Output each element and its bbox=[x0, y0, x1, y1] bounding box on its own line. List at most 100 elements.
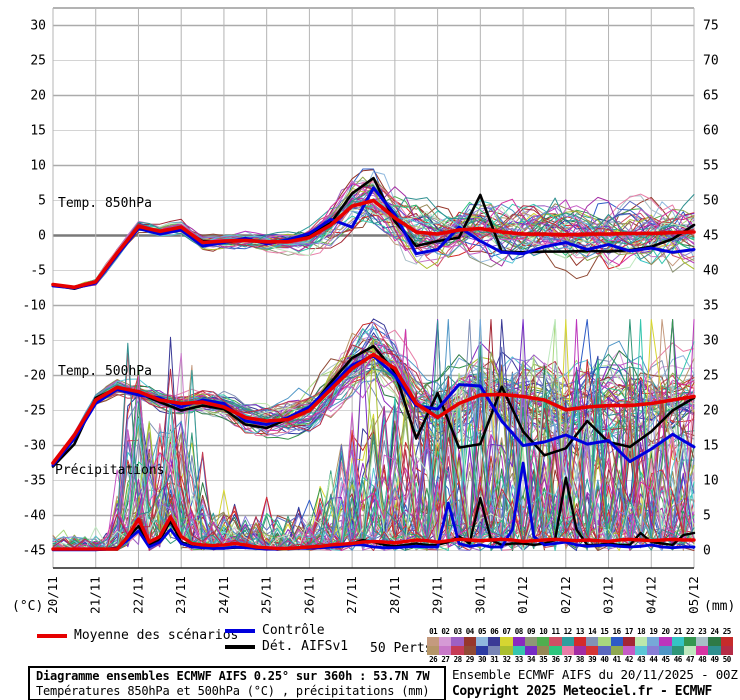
panel-label-850: Temp. 850hPa bbox=[58, 196, 152, 211]
member-number: 07 bbox=[502, 627, 512, 636]
member-number: 34 bbox=[526, 655, 536, 664]
member-number: 45 bbox=[661, 655, 671, 664]
member-color-swatch bbox=[671, 637, 684, 646]
y-left-tick-label: 15 bbox=[30, 124, 46, 139]
legend-det-label: Dét. AIFSv1 bbox=[262, 639, 349, 654]
member-color-swatch bbox=[598, 637, 611, 646]
x-date-label: 01/12 bbox=[515, 576, 530, 614]
y-right-tick-label: 10 bbox=[703, 474, 719, 489]
member-color-swatch bbox=[549, 637, 562, 646]
member-number: 17 bbox=[624, 627, 634, 636]
ensemble-member-line bbox=[52, 350, 695, 551]
member-color-swatch bbox=[500, 646, 513, 655]
member-number: 25 bbox=[722, 627, 732, 636]
member-number: 31 bbox=[490, 655, 499, 664]
member-color-swatch bbox=[549, 646, 562, 655]
y-left-tick-label: -45 bbox=[23, 544, 46, 559]
control-line bbox=[51, 186, 696, 290]
member-color-swatch bbox=[659, 637, 672, 646]
y-right-tick-label: 40 bbox=[703, 264, 719, 279]
member-number: 18 bbox=[637, 627, 646, 636]
member-color-swatch bbox=[451, 646, 464, 655]
ensemble-member-line bbox=[52, 320, 695, 551]
footer-subtitle: Températures 850hPa et 500hPa (°C) , pré… bbox=[36, 684, 430, 698]
x-date-label: 22/11 bbox=[130, 576, 145, 614]
member-number: 32 bbox=[502, 655, 512, 664]
member-color-swatch bbox=[720, 646, 733, 655]
legend-mean-line bbox=[37, 634, 67, 638]
member-number: 29 bbox=[465, 655, 475, 664]
y-right-tick-label: 20 bbox=[703, 404, 719, 419]
member-color-swatch bbox=[622, 646, 635, 655]
member-number: 26 bbox=[429, 655, 438, 664]
ensemble-member-line bbox=[52, 374, 695, 551]
member-number: 23 bbox=[698, 627, 707, 636]
member-number: 20 bbox=[661, 627, 671, 636]
control-line bbox=[51, 461, 696, 552]
y-left-tick-label: 10 bbox=[30, 159, 46, 174]
x-date-label: 20/11 bbox=[45, 576, 60, 614]
x-date-label: 25/11 bbox=[259, 576, 274, 614]
member-number: 14 bbox=[588, 627, 597, 636]
ensemble-member-line bbox=[52, 195, 695, 288]
ensemble-member-line bbox=[52, 319, 695, 550]
member-color-swatch bbox=[708, 637, 721, 646]
y-right-tick-label: 0 bbox=[703, 544, 711, 559]
member-number: 11 bbox=[551, 627, 560, 636]
member-color-swatch bbox=[475, 637, 489, 646]
member-color-swatch bbox=[622, 637, 635, 646]
member-number: 41 bbox=[612, 655, 622, 664]
y-left-tick-label: 25 bbox=[30, 54, 46, 69]
member-color-swatch bbox=[598, 646, 611, 655]
member-number: 27 bbox=[441, 655, 450, 664]
member-swatch-row-top bbox=[427, 637, 733, 646]
member-color-swatch bbox=[439, 646, 452, 655]
member-number: 04 bbox=[465, 627, 475, 636]
member-number: 22 bbox=[686, 627, 695, 636]
member-color-swatch bbox=[427, 637, 440, 646]
member-number: 24 bbox=[710, 627, 719, 636]
member-number: 35 bbox=[539, 655, 548, 664]
member-number: 30 bbox=[478, 655, 487, 664]
member-color-swatch bbox=[439, 637, 452, 646]
member-number: 48 bbox=[698, 655, 707, 664]
member-color-swatch bbox=[463, 646, 476, 655]
member-color-swatch bbox=[610, 637, 623, 646]
member-number: 49 bbox=[710, 655, 719, 664]
member-number: 01 bbox=[429, 627, 438, 636]
member-number: 36 bbox=[551, 655, 560, 664]
footer-title: Diagramme ensembles ECMWF AIFS 0.25° sur… bbox=[36, 669, 430, 683]
member-number: 38 bbox=[575, 655, 585, 664]
x-date-label: 26/11 bbox=[301, 576, 316, 614]
y-right-tick-label: 55 bbox=[703, 159, 719, 174]
member-number: 33 bbox=[514, 655, 524, 664]
member-number: 12 bbox=[563, 627, 573, 636]
member-number: 44 bbox=[649, 655, 658, 664]
y-left-tick-label: -40 bbox=[23, 509, 46, 524]
member-number: 39 bbox=[588, 655, 597, 664]
legend-mean-label: Moyenne des scénarios bbox=[74, 628, 239, 643]
member-color-swatch bbox=[683, 646, 697, 655]
member-color-swatch bbox=[720, 637, 733, 646]
ensemble-member-line bbox=[52, 319, 695, 551]
member-color-swatch bbox=[512, 637, 525, 646]
ensemble-member-line bbox=[52, 194, 695, 288]
ensemble-member-line bbox=[52, 344, 695, 464]
member-color-swatch bbox=[561, 637, 574, 646]
member-color-swatch bbox=[561, 646, 574, 655]
member-number: 47 bbox=[686, 655, 695, 664]
footer-copyright: Copyright 2025 Meteociel.fr - ECMWF bbox=[452, 684, 712, 699]
ensemble-member-line bbox=[52, 328, 695, 551]
legend-det-line bbox=[225, 645, 255, 649]
y-left-tick-label: -30 bbox=[23, 439, 46, 454]
member-number: 06 bbox=[490, 627, 499, 636]
member-color-swatch bbox=[634, 637, 648, 646]
y-right-tick-label: 35 bbox=[703, 299, 719, 314]
member-number: 16 bbox=[612, 627, 622, 636]
member-number: 43 bbox=[637, 655, 646, 664]
member-number: 19 bbox=[649, 627, 658, 636]
x-date-label: 28/11 bbox=[387, 576, 402, 614]
member-number: 03 bbox=[453, 627, 463, 636]
member-number: 46 bbox=[673, 655, 683, 664]
